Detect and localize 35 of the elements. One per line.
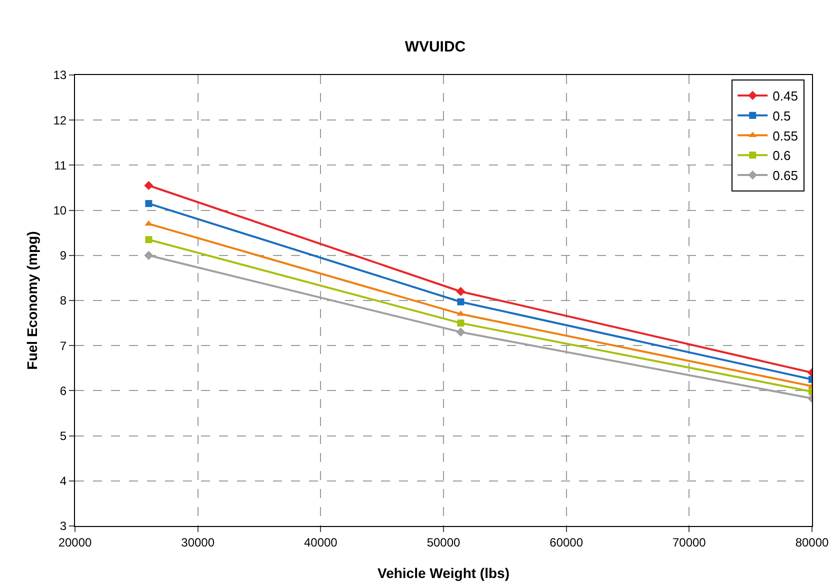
y-tick-label: 7 (60, 338, 67, 353)
point (145, 236, 152, 244)
y-tick-label: 6 (60, 384, 67, 398)
point (457, 298, 464, 306)
y-axis-title: Fuel Economy (mpg) (24, 231, 40, 370)
y-tick-label: 5 (60, 429, 67, 443)
y-tick-label: 10 (53, 204, 67, 218)
point (144, 220, 153, 226)
x-tick-label: 70000 (672, 535, 706, 550)
y-tick-label: 4 (60, 474, 67, 488)
x-tick-label: 80000 (795, 535, 830, 550)
legend-label: 0.6 (772, 148, 791, 164)
y-tick-label: 9 (60, 248, 67, 263)
point (145, 200, 152, 208)
legend-label: 0.55 (772, 128, 798, 144)
x-tick-label: 60000 (550, 535, 584, 550)
y-tick-label: 8 (60, 294, 67, 308)
legend-label: 0.5 (772, 108, 791, 124)
y-tick-label: 12 (53, 113, 67, 128)
x-tick-label: 50000 (426, 535, 461, 550)
x-tick-label: 20000 (58, 535, 92, 550)
x-axis-title: Vehicle Weight (lbs) (378, 565, 510, 581)
x-tick-label: 30000 (181, 535, 215, 550)
point (456, 328, 466, 337)
legend-label: 0.45 (772, 88, 798, 104)
legend-label: 0.65 (772, 168, 798, 184)
y-tick-label: 13 (53, 68, 67, 82)
x-tick-label: 40000 (304, 535, 338, 550)
y-tick-label: 3 (60, 519, 67, 534)
chart-title: WVUIDC (404, 38, 466, 56)
point (144, 180, 154, 190)
y-tick-label: 11 (54, 158, 67, 172)
point (144, 250, 154, 260)
point (457, 320, 464, 327)
point (456, 286, 466, 296)
